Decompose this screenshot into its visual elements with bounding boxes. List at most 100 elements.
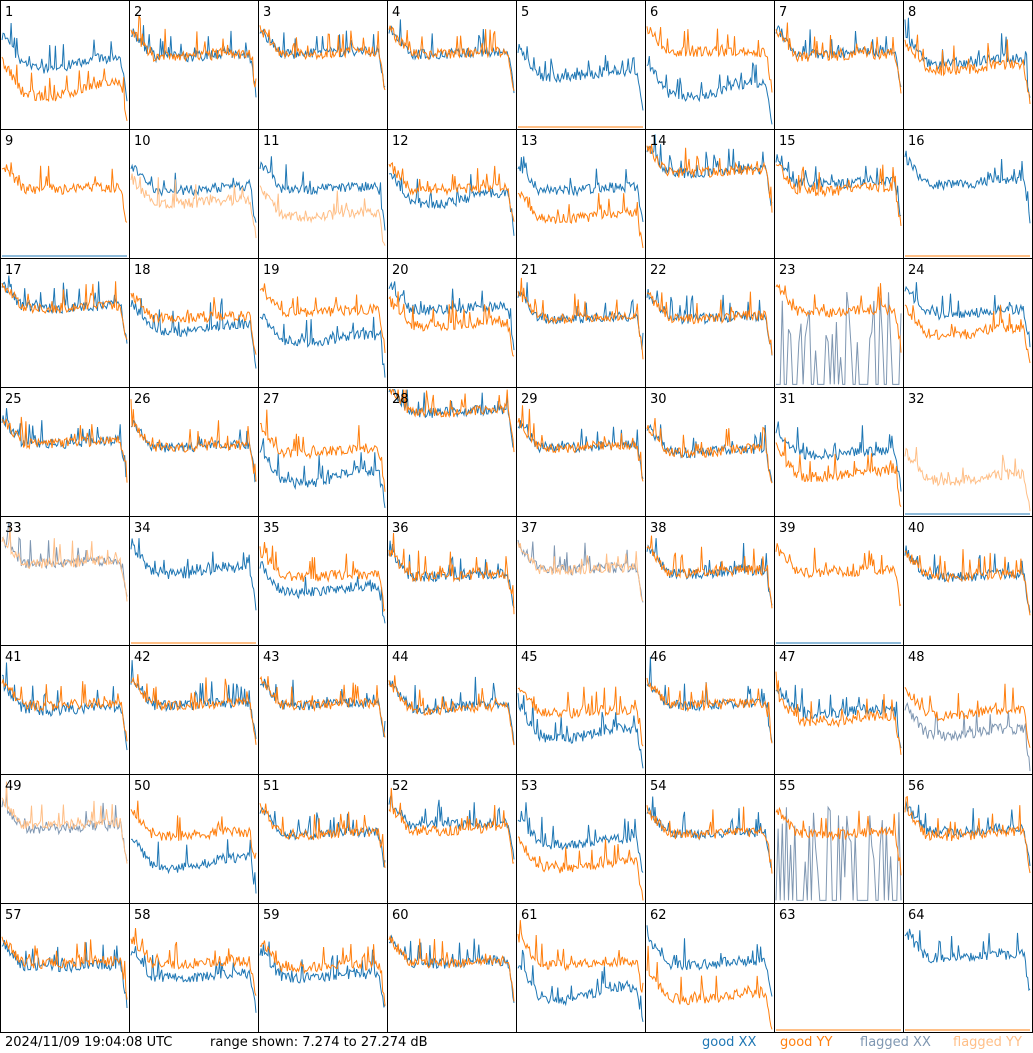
series-xx-45 bbox=[517, 693, 644, 769]
antenna-panel-37: 37 bbox=[516, 516, 646, 646]
antenna-panel-56: 56 bbox=[903, 774, 1033, 904]
panel-number: 8 bbox=[908, 5, 916, 20]
panel-number: 56 bbox=[908, 779, 925, 794]
antenna-panel-43: 43 bbox=[258, 645, 388, 775]
panel-number: 62 bbox=[650, 908, 667, 923]
series-yy-22 bbox=[646, 291, 773, 356]
series-yy-50 bbox=[130, 800, 257, 859]
series-xx-53 bbox=[517, 802, 644, 873]
panel-frame bbox=[258, 0, 388, 130]
antenna-panel-30: 30 bbox=[645, 387, 775, 517]
antenna-panel-54: 54 bbox=[645, 774, 775, 904]
series-xx-20 bbox=[388, 281, 515, 351]
antenna-panel-48: 48 bbox=[903, 645, 1033, 775]
series-xx-51 bbox=[259, 806, 386, 868]
panel-number: 50 bbox=[134, 779, 151, 794]
antenna-panel-32: 32 bbox=[903, 387, 1033, 517]
panel-number: 6 bbox=[650, 5, 658, 20]
series-xx-50 bbox=[130, 838, 257, 894]
panel-number: 55 bbox=[779, 779, 796, 794]
legend-good-yy: good YY bbox=[780, 1035, 833, 1050]
series-yy-57 bbox=[1, 936, 128, 1000]
panel-number: 63 bbox=[779, 908, 796, 923]
series-xx-59 bbox=[259, 941, 386, 1008]
antenna-panel-53: 53 bbox=[516, 774, 646, 904]
series-xx-44 bbox=[388, 676, 515, 745]
panel-number: 42 bbox=[134, 650, 151, 665]
series-xx-55 bbox=[775, 805, 902, 901]
series-yy-60 bbox=[388, 934, 515, 1002]
antenna-panel-63: 63 bbox=[774, 903, 904, 1033]
series-yy-32 bbox=[904, 446, 1031, 512]
panel-number: 28 bbox=[392, 392, 409, 407]
series-yy-18 bbox=[130, 292, 257, 355]
series-xx-54 bbox=[646, 796, 773, 869]
panel-number: 14 bbox=[650, 134, 667, 149]
antenna-panel-23: 23 bbox=[774, 258, 904, 388]
panel-number: 1 bbox=[5, 5, 13, 20]
antenna-panel-10: 10 bbox=[129, 129, 259, 259]
panel-number: 20 bbox=[392, 263, 409, 278]
panel-number: 34 bbox=[134, 521, 151, 536]
series-yy-21 bbox=[517, 277, 644, 360]
series-xx-64 bbox=[904, 928, 1031, 992]
series-xx-34 bbox=[130, 538, 257, 611]
panel-number: 26 bbox=[134, 392, 151, 407]
panel-number: 13 bbox=[521, 134, 538, 149]
panel-number: 5 bbox=[521, 5, 529, 20]
series-xx-12 bbox=[388, 173, 515, 236]
antenna-panel-59: 59 bbox=[258, 903, 388, 1033]
antenna-panel-2: 2 bbox=[129, 0, 259, 130]
panel-number: 19 bbox=[263, 263, 280, 278]
series-xx-2 bbox=[130, 25, 257, 98]
series-yy-39 bbox=[775, 543, 902, 607]
series-yy-51 bbox=[259, 803, 386, 869]
series-xx-17 bbox=[1, 275, 128, 344]
panel-number: 37 bbox=[521, 521, 538, 536]
series-xx-7 bbox=[775, 25, 902, 88]
antenna-panel-25: 25 bbox=[0, 387, 130, 517]
series-yy-33 bbox=[1, 526, 128, 602]
panel-number: 54 bbox=[650, 779, 667, 794]
antenna-panel-49: 49 bbox=[0, 774, 130, 904]
series-xx-33 bbox=[1, 522, 128, 597]
series-yy-27 bbox=[259, 409, 386, 492]
series-yy-45 bbox=[517, 686, 644, 747]
series-xx-11 bbox=[259, 156, 386, 231]
panel-number: 2 bbox=[134, 5, 142, 20]
antenna-panel-57: 57 bbox=[0, 903, 130, 1033]
series-yy-44 bbox=[388, 675, 515, 746]
series-yy-11 bbox=[259, 185, 386, 246]
panel-number: 27 bbox=[263, 392, 280, 407]
panel-frame bbox=[0, 129, 130, 259]
panel-number: 39 bbox=[779, 521, 796, 536]
antenna-panel-52: 52 bbox=[387, 774, 517, 904]
range-text: range shown: 7.274 to 27.274 dB bbox=[210, 1035, 428, 1050]
panel-number: 44 bbox=[392, 650, 409, 665]
antenna-panel-34: 34 bbox=[129, 516, 259, 646]
series-xx-5 bbox=[517, 43, 644, 111]
series-xx-27 bbox=[259, 438, 386, 508]
series-yy-48 bbox=[904, 683, 1031, 748]
antenna-panel-13: 13 bbox=[516, 129, 646, 259]
series-yy-17 bbox=[1, 281, 128, 340]
antenna-panel-45: 45 bbox=[516, 645, 646, 775]
antenna-panel-64: 64 bbox=[903, 903, 1033, 1033]
antenna-panel-31: 31 bbox=[774, 387, 904, 517]
antenna-panel-5: 5 bbox=[516, 0, 646, 130]
panel-number: 7 bbox=[779, 5, 787, 20]
antenna-panel-39: 39 bbox=[774, 516, 904, 646]
series-yy-6 bbox=[646, 26, 773, 93]
antenna-panel-6: 6 bbox=[645, 0, 775, 130]
series-yy-19 bbox=[259, 283, 386, 354]
panel-number: 16 bbox=[908, 134, 925, 149]
series-xx-40 bbox=[904, 545, 1031, 613]
series-yy-31 bbox=[775, 437, 902, 508]
panel-number: 58 bbox=[134, 908, 151, 923]
panel-number: 24 bbox=[908, 263, 925, 278]
panel-number: 45 bbox=[521, 650, 538, 665]
series-xx-22 bbox=[646, 289, 773, 356]
panel-number: 18 bbox=[134, 263, 151, 278]
antenna-panel-12: 12 bbox=[387, 129, 517, 259]
